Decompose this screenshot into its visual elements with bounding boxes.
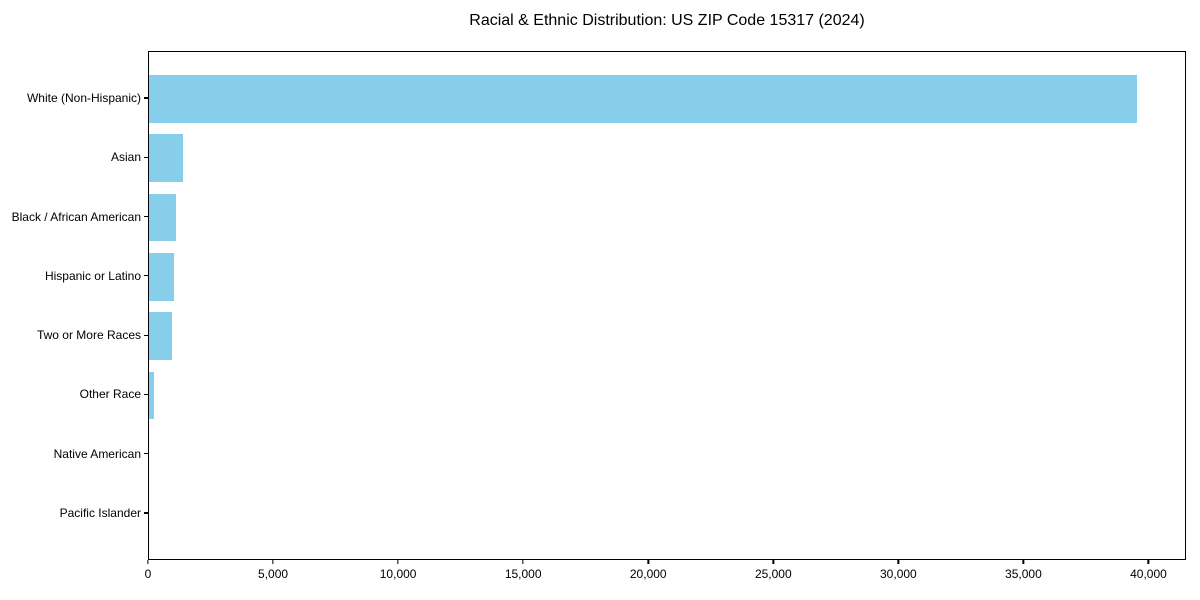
bar-hispanic-or-latino <box>149 253 175 301</box>
y-tick-label-native-american: Native American <box>53 446 141 461</box>
y-tick-label-pacific-islander: Pacific Islander <box>59 506 141 521</box>
x-tick-label-30-000: 30,000 <box>880 567 917 581</box>
y-tick-mark <box>144 393 148 396</box>
x-tick-mark <box>897 560 900 564</box>
bar-two-or-more-races <box>149 312 172 360</box>
x-tick-label-35-000: 35,000 <box>1005 567 1042 581</box>
x-tick-mark <box>647 560 649 564</box>
bar-other-race <box>149 371 154 420</box>
y-tick-mark <box>144 334 148 336</box>
y-tick-label-black-african-american: Black / African American <box>11 209 141 224</box>
y-tick-label-other-race: Other Race <box>79 387 141 402</box>
y-tick-mark <box>144 512 148 514</box>
x-tick-label-15-000: 15,000 <box>504 567 542 581</box>
x-tick-label-10-000: 10,000 <box>379 567 417 581</box>
x-tick-label-25-000: 25,000 <box>754 567 792 581</box>
x-tick-label-5-000: 5,000 <box>258 567 289 581</box>
y-tick-label-hispanic-or-latino: Hispanic or Latino <box>44 268 141 283</box>
x-tick-mark <box>772 560 774 564</box>
y-tick-mark <box>144 156 148 158</box>
x-tick-mark <box>272 560 274 564</box>
y-tick-mark <box>144 453 148 455</box>
x-tick-mark <box>1022 560 1025 564</box>
x-tick-mark <box>147 560 149 564</box>
y-tick-mark <box>144 97 148 99</box>
chart-title: Racial & Ethnic Distribution: US ZIP Cod… <box>469 12 865 29</box>
x-tick-label-40-000: 40,000 <box>1130 567 1167 581</box>
y-tick-mark <box>144 215 148 218</box>
y-tick-label-white-non-hispanic: White (Non-Hispanic) <box>26 90 141 105</box>
x-tick-mark <box>522 560 524 564</box>
x-tick-label-20-000: 20,000 <box>629 567 667 581</box>
bar-black-african-american <box>149 193 176 242</box>
x-tick-label-0: 0 <box>144 567 152 581</box>
y-tick-mark <box>144 275 148 277</box>
x-tick-mark <box>397 560 399 564</box>
plot-area <box>148 51 1186 560</box>
x-tick-mark <box>1147 560 1150 564</box>
bar-white-non-hispanic <box>149 75 1137 123</box>
bar-asian <box>149 134 183 182</box>
y-tick-label-two-or-more-races: Two or More Races <box>36 328 141 343</box>
y-tick-label-asian: Asian <box>110 150 141 165</box>
